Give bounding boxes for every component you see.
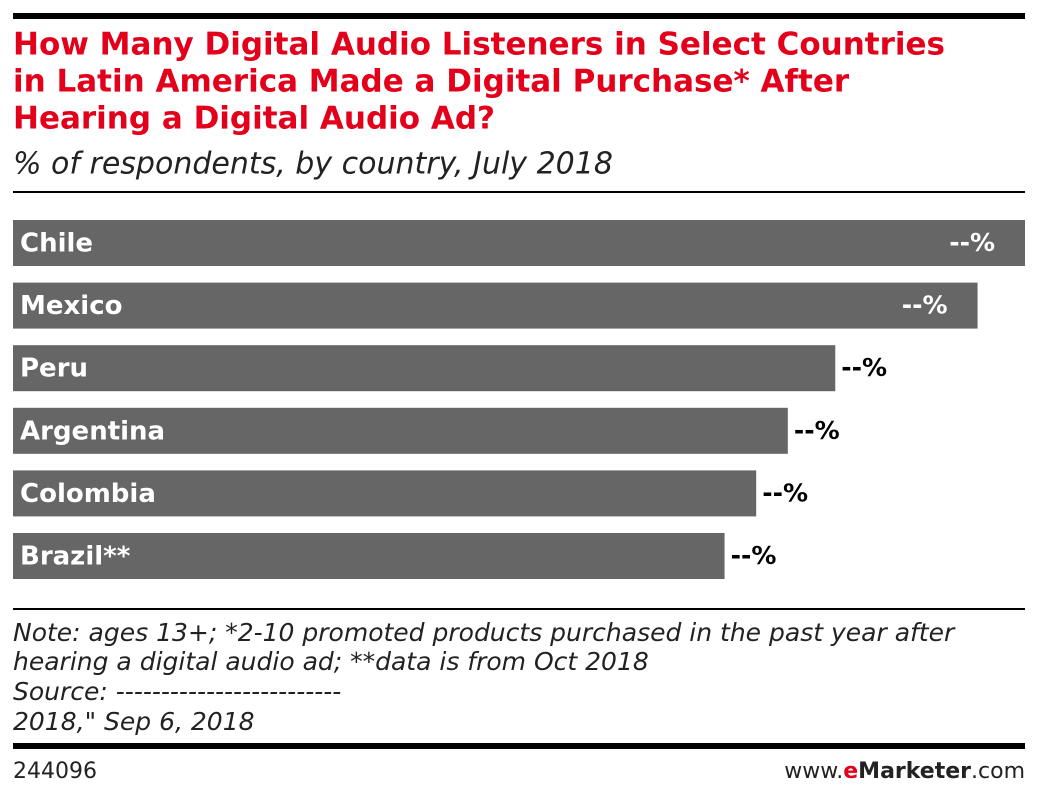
- brand-part: .com: [971, 759, 1025, 784]
- brand-part: e: [843, 759, 858, 784]
- brand-part: www.: [784, 759, 843, 784]
- rule: [13, 608, 1025, 610]
- category-label: Brazil**: [20, 542, 131, 572]
- rule: [13, 191, 1025, 193]
- bar: [13, 533, 725, 579]
- note: Source: -------------------------: [13, 677, 341, 706]
- bar: [13, 407, 788, 454]
- value-label: --%: [794, 416, 840, 445]
- chart-id: 244096: [13, 759, 97, 784]
- bar: [13, 470, 757, 517]
- category-label: Mexico: [20, 291, 122, 321]
- chart-title: How Many Digital Audio Listeners in Sele…: [13, 27, 945, 63]
- category-label: Chile: [20, 229, 93, 259]
- bar: [13, 345, 836, 392]
- note: 2018," Sep 6, 2018: [13, 707, 255, 736]
- chart-subtitle: % of respondents, by country, July 2018: [13, 147, 613, 182]
- plot: Chile --% Mexico --% Peru --% Argentina --% Colo…: [13, 220, 1025, 579]
- value-label: --%: [949, 228, 995, 257]
- category-label: Peru: [20, 354, 88, 384]
- note: Note: ages 13+; *2-10 promoted products …: [13, 618, 956, 647]
- value-label: --%: [902, 291, 948, 320]
- value-label: --%: [762, 478, 808, 507]
- category-label: Argentina: [20, 416, 165, 446]
- chart-title: Hearing a Digital Audio Ad?: [13, 101, 495, 137]
- top-rule: [13, 13, 1025, 19]
- brand: www.eMarketer.com: [784, 759, 1025, 784]
- bottom-rule: [13, 743, 1025, 749]
- category-label: Colombia: [20, 479, 156, 509]
- brand-part: Marketer: [858, 759, 971, 784]
- value-label: --%: [841, 353, 887, 382]
- bar: [13, 282, 978, 329]
- bar: [13, 220, 1025, 266]
- value-label: --%: [731, 541, 777, 570]
- chart-title: in Latin America Made a Digital Purchase…: [13, 64, 850, 100]
- note: hearing a digital audio ad; **data is fr…: [13, 647, 649, 676]
